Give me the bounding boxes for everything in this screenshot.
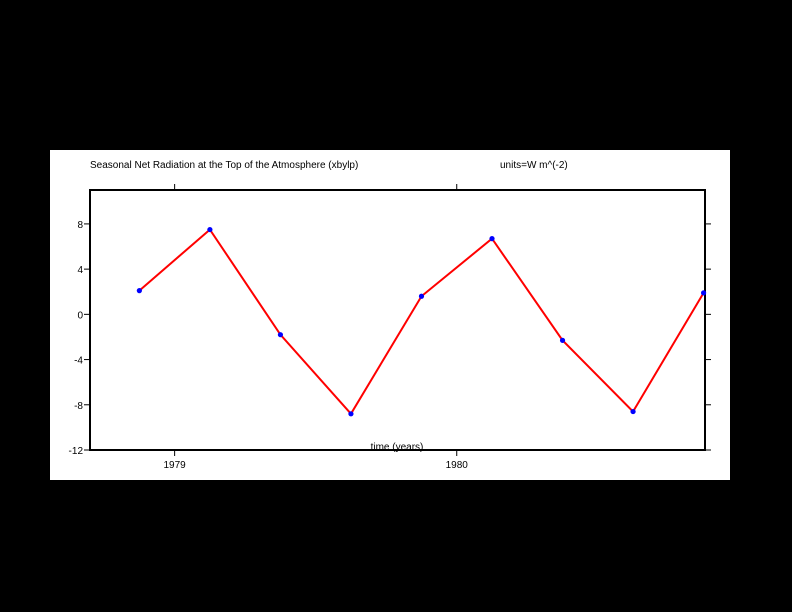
data-point [489, 236, 495, 242]
y-tick-label: 0 [77, 310, 83, 321]
units-label: units=W m^(-2) [500, 160, 568, 171]
line-chart: Seasonal Net Radiation at the Top of the… [69, 160, 711, 471]
y-tick-label: -8 [74, 401, 83, 412]
chart-panel: Seasonal Net Radiation at the Top of the… [50, 150, 730, 480]
data-point [418, 293, 425, 299]
y-tick-label: 8 [77, 220, 83, 231]
data-point [348, 411, 354, 417]
plot-frame [89, 189, 706, 451]
x-tick-label: 1980 [446, 460, 469, 471]
series-layer [136, 226, 707, 417]
data-point [136, 288, 142, 294]
axes: -12 -8 -4 0 4 8 1979 1980 [69, 184, 711, 471]
series-line [138, 228, 705, 416]
data-point [277, 332, 284, 338]
data-point [630, 408, 636, 415]
y-tick-label: -12 [69, 446, 84, 457]
chart-title: Seasonal Net Radiation at the Top of the… [90, 160, 358, 171]
data-point [207, 226, 213, 233]
y-tick-label: 4 [77, 265, 83, 276]
y-tick-label: -4 [74, 356, 83, 367]
x-tick-label: 1979 [164, 460, 187, 471]
x-axis-label: time (years) [371, 442, 424, 453]
data-point [559, 337, 566, 343]
data-point [700, 290, 707, 296]
